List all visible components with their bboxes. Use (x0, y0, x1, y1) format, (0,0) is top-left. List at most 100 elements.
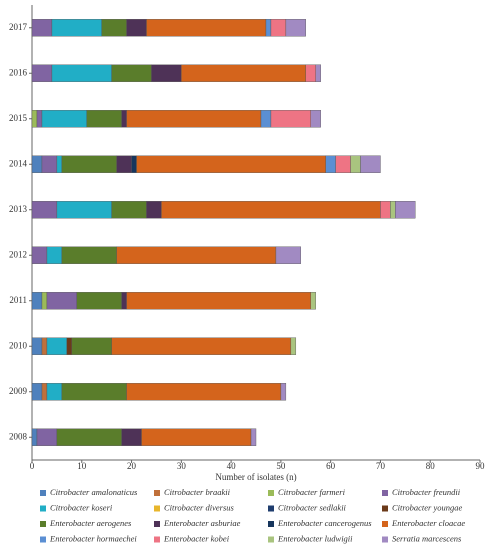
bar-segment (76, 292, 122, 310)
bar-segment (310, 292, 316, 310)
x-tick-label: 60 (326, 461, 336, 471)
legend-label: Enterobacter aerogenes (49, 518, 132, 528)
y-tick-label: 2011 (9, 295, 27, 305)
y-tick-label: 2014 (9, 158, 28, 168)
x-tick-label: 10 (77, 461, 87, 471)
legend-swatch (268, 490, 274, 496)
legend-swatch (268, 521, 274, 527)
bar-segment (270, 110, 311, 128)
bar-segment (395, 201, 416, 219)
bar-segment (86, 110, 122, 128)
bar-segment (61, 246, 117, 264)
legend-swatch (40, 505, 46, 512)
bar-segment (56, 155, 63, 173)
x-axis-label: Number of isolates (n) (215, 472, 296, 482)
bar-segment (111, 64, 152, 82)
bar-segment (116, 155, 132, 173)
bar-segment (126, 110, 262, 128)
legend-swatch (382, 505, 388, 512)
legend-swatch (382, 536, 388, 543)
legend-swatch (40, 490, 46, 496)
bar-segment (46, 292, 78, 310)
legend-swatch (154, 521, 160, 527)
bar-segment (181, 64, 306, 82)
bar-segment (31, 337, 43, 355)
bar-segment (280, 383, 287, 401)
x-tick-label: 20 (127, 461, 137, 471)
bar-segment (36, 428, 58, 446)
bar-segment (31, 19, 53, 37)
bar-segment (51, 64, 112, 82)
bar-segment (285, 19, 306, 37)
legend-label: Enterobacter ludwigii (277, 533, 353, 543)
x-tick-label: 50 (276, 461, 286, 471)
bar-segment (265, 19, 272, 37)
bar-segment (41, 383, 48, 401)
legend-label: Enterobacter cancerogenus (277, 518, 372, 528)
bar-segment (46, 383, 63, 401)
y-tick-label: 2012 (9, 249, 27, 259)
legend-swatch (382, 521, 388, 527)
bar-segment (146, 201, 162, 219)
legend-swatch (154, 536, 160, 543)
legend-label: Serratia marcescens (392, 533, 462, 543)
bar-segment (380, 201, 391, 219)
bar-segment (260, 110, 272, 128)
bar-segment (31, 201, 58, 219)
bar-segment (61, 383, 127, 401)
legend-swatch (382, 490, 388, 496)
bar-segment (126, 19, 147, 37)
y-tick-label: 2016 (9, 67, 28, 77)
bar-segment (116, 246, 277, 264)
y-tick-label: 2015 (9, 113, 28, 123)
bar-segment (41, 110, 87, 128)
x-tick-label: 90 (476, 461, 486, 471)
legend-label: Enterobacter asburiae (163, 518, 241, 528)
x-tick-label: 0 (30, 461, 35, 471)
x-tick-label: 40 (227, 461, 237, 471)
bar-segment (31, 110, 38, 128)
legend-swatch (40, 521, 46, 527)
bar-segment (136, 155, 326, 173)
x-tick-label: 30 (177, 461, 187, 471)
bar-segment (41, 155, 58, 173)
legend-label: Citrobacter braakii (164, 487, 231, 497)
bar-segment (66, 337, 73, 355)
legend-swatch (268, 536, 274, 543)
bar-segment (31, 383, 43, 401)
bar-segment (131, 155, 137, 173)
bar-segment (46, 337, 68, 355)
legend-label: Citrobacter diversus (164, 502, 234, 512)
bar-segment (101, 19, 127, 37)
bar-segment (350, 155, 361, 173)
bar-segment (56, 201, 112, 219)
bar-segment (111, 201, 147, 219)
bar-segment (41, 337, 48, 355)
y-tick-label: 2017 (9, 22, 28, 32)
bar-segment (390, 201, 396, 219)
legend-label: Citrobacter freundii (392, 487, 461, 497)
bar-segment (61, 155, 117, 173)
bar-segment (31, 428, 38, 446)
y-tick-label: 2013 (9, 204, 28, 214)
bar-segment (111, 337, 292, 355)
y-tick-label: 2010 (9, 340, 28, 350)
x-tick-label: 80 (426, 461, 436, 471)
bar-segment (325, 155, 336, 173)
bar-segment (360, 155, 381, 173)
bar-segment (146, 19, 267, 37)
bar-segment (71, 337, 112, 355)
bar-segment (126, 383, 282, 401)
bar-segment (56, 428, 122, 446)
bar-segment (126, 292, 311, 310)
bar-segment (270, 19, 287, 37)
legend-label: Citrobacter farmeri (278, 487, 346, 497)
legend-swatch (40, 536, 46, 543)
bar-segment (250, 428, 257, 446)
legend-label: Citrobacter youngae (392, 502, 462, 512)
bar-segment (31, 64, 53, 82)
bar-segment (46, 246, 63, 264)
legend-label: Enterobacter cloacae (391, 518, 465, 528)
bar-segment (51, 19, 102, 37)
